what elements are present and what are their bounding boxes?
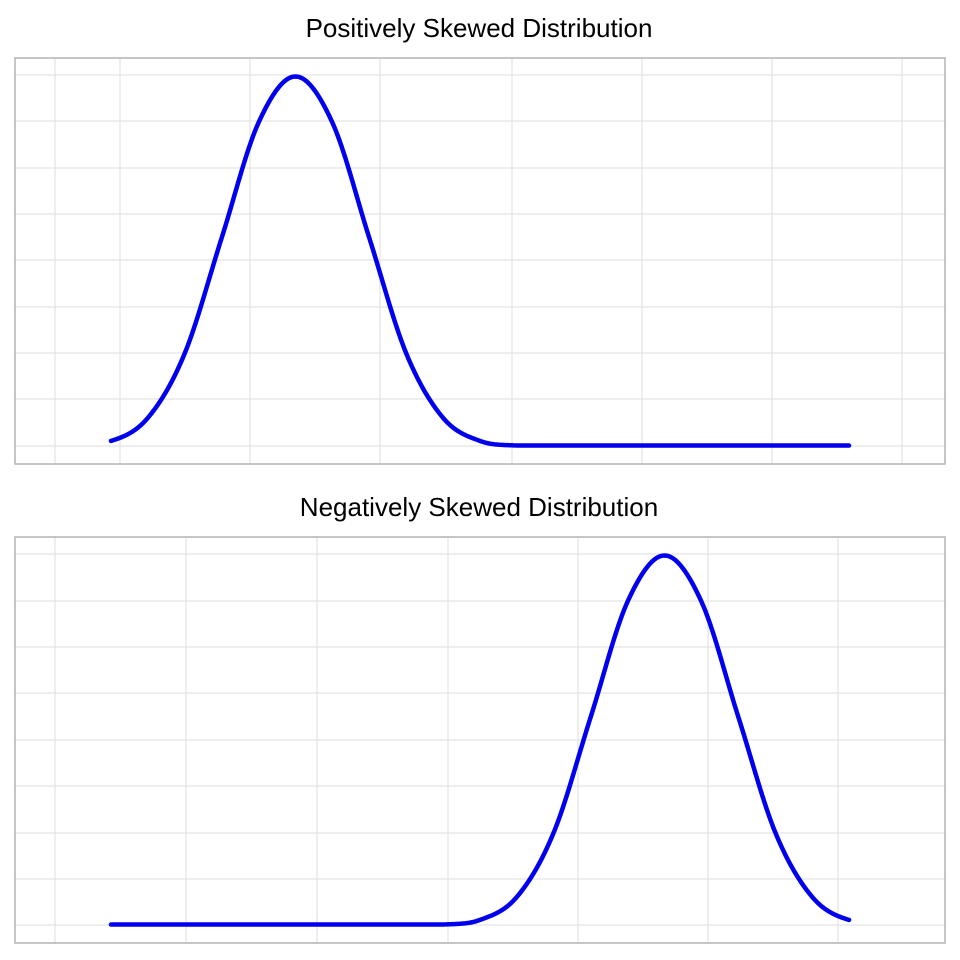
gridlines — [15, 58, 945, 464]
panel-negatively-skewed: Negatively Skewed Distribution — [14, 492, 946, 944]
chart-title: Negatively Skewed Distribution — [300, 492, 658, 522]
chart-title: Positively Skewed Distribution — [306, 13, 653, 43]
density-curve — [108, 74, 852, 448]
density-curve — [108, 553, 852, 927]
plot-panel-border — [14, 57, 946, 465]
panel-positively-skewed: Positively Skewed Distribution — [14, 13, 946, 465]
gridlines — [15, 537, 945, 943]
plot-panel-border — [14, 536, 946, 944]
